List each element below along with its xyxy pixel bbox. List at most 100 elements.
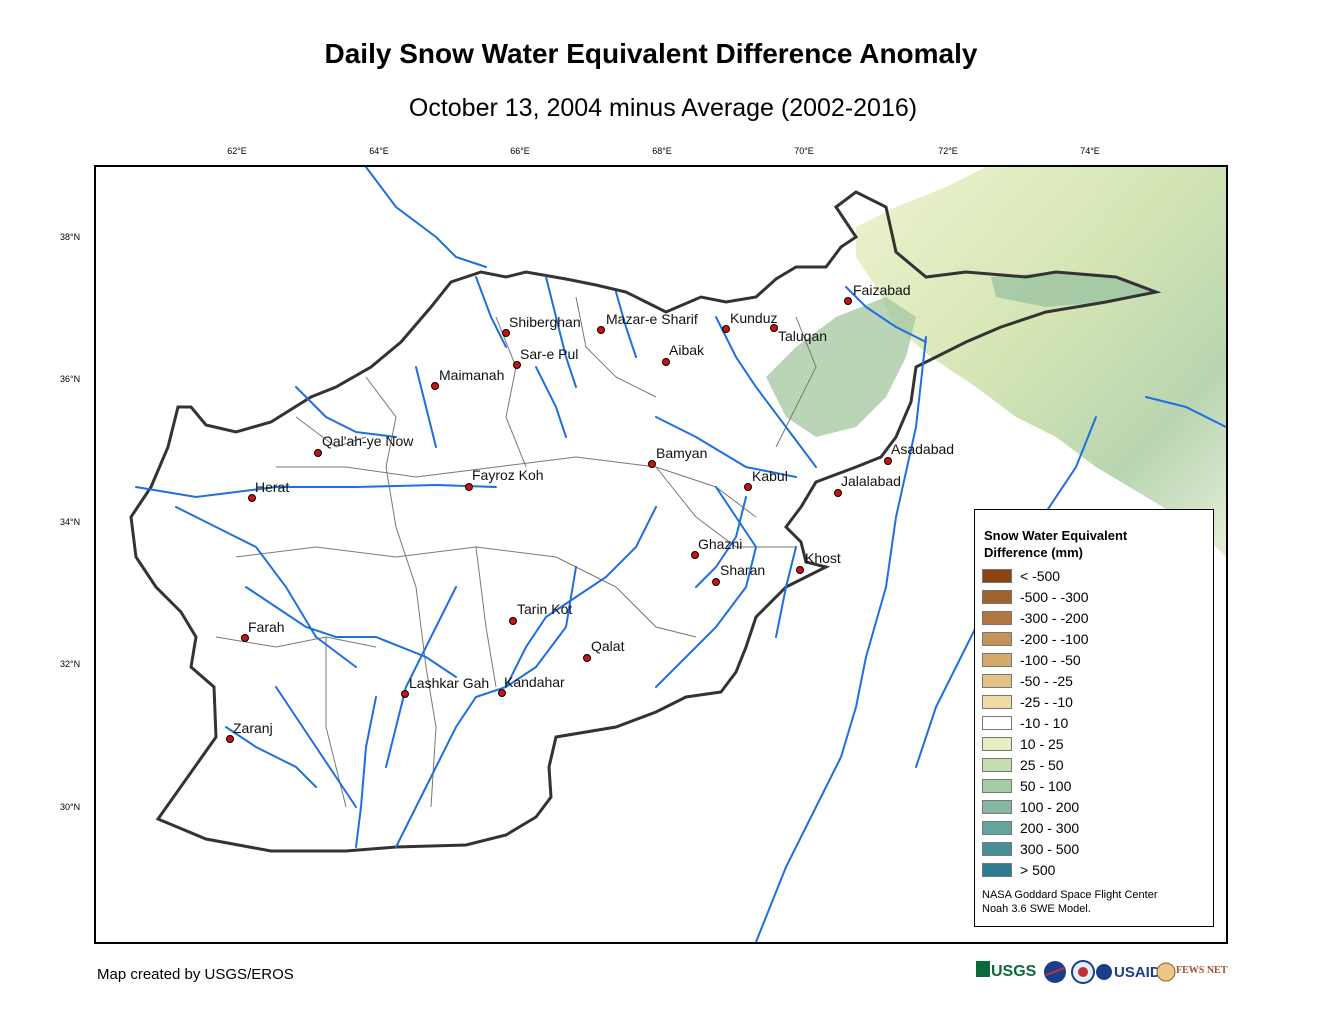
city-zaranj[interactable]: Zaranj xyxy=(226,720,273,743)
svg-text:Qalat: Qalat xyxy=(591,638,625,654)
legend-item: -200 - -100 xyxy=(982,628,1088,649)
legend-swatch xyxy=(982,694,1012,709)
fewsnet-logo: FEWS NET xyxy=(1156,962,1228,982)
city-shiberghan[interactable]: Shiberghan xyxy=(502,314,581,337)
terrain-high-zone xyxy=(766,297,916,437)
legend-item: 200 - 300 xyxy=(982,817,1079,838)
legend-label: 25 - 50 xyxy=(1020,756,1064,773)
legend-label: 50 - 100 xyxy=(1020,777,1072,794)
city-maimanah[interactable]: Maimanah xyxy=(431,367,505,390)
nasa-logo xyxy=(1044,961,1066,983)
legend-item: -25 - -10 xyxy=(982,691,1073,712)
svg-text:Kunduz: Kunduz xyxy=(730,310,777,326)
svg-text:Faizabad: Faizabad xyxy=(853,282,911,298)
lon-tick-72: 72°E xyxy=(938,146,958,156)
legend-label: -100 - -50 xyxy=(1020,651,1081,668)
city-faizabad[interactable]: Faizabad xyxy=(844,282,911,305)
city-aibak[interactable]: Aibak xyxy=(662,342,706,366)
city-kandahar[interactable]: Kandahar xyxy=(498,674,566,697)
legend-label: -10 - 10 xyxy=(1020,714,1069,731)
legend-label: > 500 xyxy=(1020,861,1056,878)
legend-item: 300 - 500 xyxy=(982,838,1079,859)
svg-text:USGS: USGS xyxy=(991,963,1037,980)
city-qalah-ye-now[interactable]: Qal'ah-ye Now xyxy=(314,433,415,457)
svg-text:Aibak: Aibak xyxy=(669,342,705,358)
map-subtitle: October 13, 2004 minus Average (2002-201… xyxy=(408,94,918,122)
lon-tick-64: 64°E xyxy=(369,146,389,156)
svg-text:Lashkar Gah: Lashkar Gah xyxy=(409,675,489,691)
legend-label: -200 - -100 xyxy=(1020,630,1089,647)
legend-swatch xyxy=(982,841,1012,856)
legend-item: 100 - 200 xyxy=(982,796,1079,817)
rivers xyxy=(135,167,1226,942)
usaid-logo: USAID xyxy=(1096,964,1161,981)
cities-layer: Faizabad Shiberghan Mazar-e Sharif Kundu… xyxy=(226,282,955,743)
city-khost[interactable]: Khost xyxy=(796,550,841,574)
legend-item: -10 - 10 xyxy=(982,712,1068,733)
city-ghazni[interactable]: Ghazni xyxy=(691,536,743,559)
svg-text:FEWS NET: FEWS NET xyxy=(1176,965,1228,976)
legend-swatch xyxy=(982,652,1012,667)
city-farah[interactable]: Farah xyxy=(241,619,285,642)
svg-text:Taluqan: Taluqan xyxy=(778,328,827,344)
svg-text:Kabul: Kabul xyxy=(752,468,788,484)
svg-text:Ghazni: Ghazni xyxy=(698,536,742,552)
city-tarin-kot[interactable]: Tarin Kot xyxy=(509,601,573,625)
svg-text:Maimanah: Maimanah xyxy=(439,367,504,383)
legend-swatch xyxy=(982,820,1012,835)
lat-tick-38: 38°N xyxy=(60,232,81,242)
svg-text:Sharan: Sharan xyxy=(720,562,765,578)
legend-title: Snow Water Equivalent Difference (mm) xyxy=(984,527,1127,561)
city-fayroz-koh[interactable]: Fayroz Koh xyxy=(465,467,544,491)
lat-tick-34: 34°N xyxy=(60,517,81,527)
svg-text:USAID: USAID xyxy=(1114,964,1161,981)
legend-credit-line1: NASA Goddard Space Flight Center xyxy=(982,889,1158,901)
legend-swatch xyxy=(982,736,1012,751)
terrain-corridor xyxy=(991,272,1156,307)
city-kabul[interactable]: Kabul xyxy=(744,468,788,491)
lon-tick-66: 66°E xyxy=(510,146,530,156)
legend-title-line2: Difference (mm) xyxy=(984,545,1083,560)
svg-text:Khost: Khost xyxy=(805,550,841,566)
city-mazar-e-sharif[interactable]: Mazar-e Sharif xyxy=(597,311,698,334)
lon-tick-74: 74°E xyxy=(1080,146,1100,156)
legend-swatch xyxy=(982,862,1012,877)
lon-tick-62: 62°E xyxy=(227,146,247,156)
legend-label: -300 - -200 xyxy=(1020,609,1089,626)
svg-text:Farah: Farah xyxy=(248,619,285,635)
svg-text:Sar-e Pul: Sar-e Pul xyxy=(520,346,578,362)
city-asadabad[interactable]: Asadabad xyxy=(884,441,955,465)
city-bamyan[interactable]: Bamyan xyxy=(648,445,708,468)
province-boundaries xyxy=(215,296,817,808)
svg-text:Herat: Herat xyxy=(255,479,289,495)
legend-swatch xyxy=(982,673,1012,688)
lat-tick-36: 36°N xyxy=(60,374,81,384)
legend-label: -50 - -25 xyxy=(1020,672,1073,689)
map-canvas[interactable]: Faizabad Shiberghan Mazar-e Sharif Kundu… xyxy=(96,167,1226,942)
legend-credit: NASA Goddard Space Flight Center Noah 3.… xyxy=(982,888,1157,916)
city-sar-e-pul[interactable]: Sar-e Pul xyxy=(513,346,579,369)
legend-label: 200 - 300 xyxy=(1020,819,1080,836)
lon-tick-70: 70°E xyxy=(794,146,814,156)
legend-label: -25 - -10 xyxy=(1020,693,1073,710)
legend-swatch xyxy=(982,799,1012,814)
svg-text:Fayroz Koh: Fayroz Koh xyxy=(472,467,544,483)
legend-credit-line2: Noah 3.6 SWE Model. xyxy=(982,903,1091,915)
city-taluqan[interactable]: Taluqan xyxy=(770,324,828,345)
city-jalalabad[interactable]: Jalalabad xyxy=(834,473,901,497)
legend-item: < -500 xyxy=(982,565,1060,586)
lat-tick-30: 30°N xyxy=(60,802,81,812)
legend-item: -50 - -25 xyxy=(982,670,1073,691)
svg-text:Tarin Kot: Tarin Kot xyxy=(517,601,572,617)
legend-swatch xyxy=(982,568,1012,583)
legend-panel: Snow Water Equivalent Difference (mm) < … xyxy=(974,509,1214,927)
city-kunduz[interactable]: Kunduz xyxy=(722,310,778,333)
svg-text:Shiberghan: Shiberghan xyxy=(509,314,581,330)
legend-swatch xyxy=(982,610,1012,625)
city-qalat[interactable]: Qalat xyxy=(583,638,625,662)
usgs-logo: USGS xyxy=(976,961,1037,980)
city-sharan[interactable]: Sharan xyxy=(712,562,766,586)
afghanistan-boundary xyxy=(129,190,1162,853)
city-herat[interactable]: Herat xyxy=(248,479,290,502)
city-lashkar-gah[interactable]: Lashkar Gah xyxy=(401,675,490,698)
